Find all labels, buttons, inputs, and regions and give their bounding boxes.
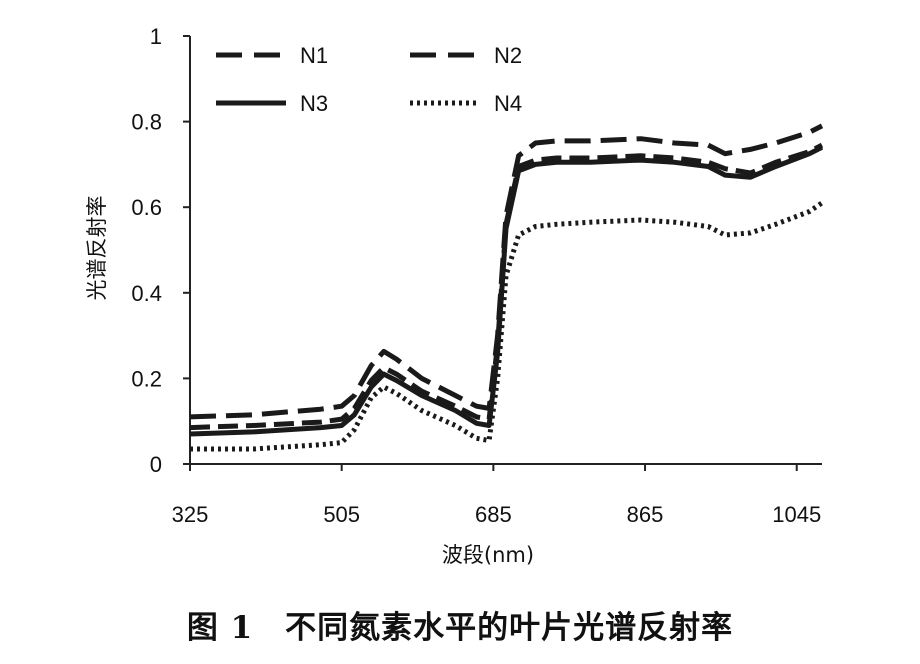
x-tick-label: 685 <box>475 502 512 527</box>
y-axis-label: 光谱反射率 <box>85 196 109 301</box>
y-tick-label: 0.2 <box>131 366 162 391</box>
y-tick-label: 1 <box>150 24 162 49</box>
legend-label-n1: N1 <box>300 43 328 68</box>
series-line-n3 <box>189 145 824 437</box>
y-tick-label: 0.6 <box>131 195 162 220</box>
x-tick-label: 1045 <box>772 502 821 527</box>
x-axis-label: 波段(nm) <box>442 543 534 567</box>
legend-label-n4: N4 <box>494 91 522 116</box>
y-tick-label: 0.4 <box>131 281 162 306</box>
series-line-n2 <box>189 142 824 431</box>
legend-label-n2: N2 <box>494 43 522 68</box>
chart-axes: 0 0.2 0.4 0.6 0.8 1 325 505 685 865 1045 <box>131 24 822 527</box>
y-tick-label: 0.8 <box>131 110 162 135</box>
legend-label-n3: N3 <box>300 91 328 116</box>
chart-series <box>189 123 824 452</box>
series-line-n4 <box>190 200 824 452</box>
y-tick-label: 0 <box>150 452 162 477</box>
figure-caption: 图 1 不同氮素水平的叶片光谱反射率 <box>186 610 734 646</box>
x-tick-label: 865 <box>627 502 664 527</box>
x-tick-label: 325 <box>172 502 209 527</box>
chart-legend: N1 N2 N3 N4 <box>216 43 522 116</box>
x-tick-label: 505 <box>323 502 360 527</box>
